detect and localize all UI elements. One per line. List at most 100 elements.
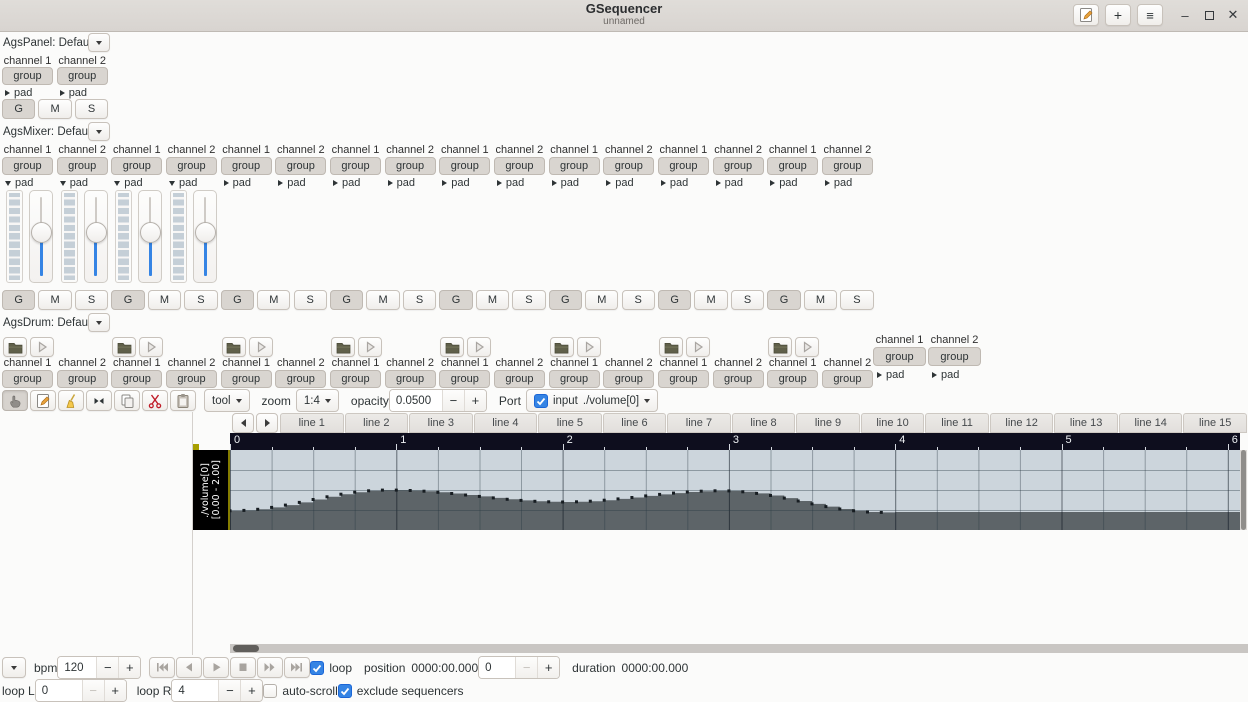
line-tab[interactable]: line 1: [280, 413, 344, 433]
loop-left-spinner-value[interactable]: 0: [35, 680, 82, 701]
group-toggle-g-button[interactable]: G: [2, 99, 36, 119]
mute-toggle-button[interactable]: M: [475, 290, 510, 310]
slider-handle[interactable]: [31, 222, 52, 243]
paste-tool-button[interactable]: [170, 390, 196, 411]
pad-expander[interactable]: pad: [333, 177, 360, 189]
opacity-spinner[interactable]: 0.0500− +: [388, 389, 487, 412]
group-toggle-g-button[interactable]: G: [330, 290, 364, 310]
solo-toggle-button[interactable]: S: [74, 99, 109, 119]
automation-edit-area[interactable]: [230, 450, 1240, 530]
close-button[interactable]: ✕: [1222, 4, 1244, 26]
solo-toggle-button[interactable]: S: [621, 290, 655, 310]
group-toggle-button[interactable]: group: [220, 157, 272, 175]
solo-toggle-button[interactable]: S: [840, 290, 874, 310]
line-tab[interactable]: line 6: [602, 413, 667, 433]
volume-slider[interactable]: [83, 190, 108, 283]
pad-expander[interactable]: pad: [606, 177, 634, 189]
menu-button[interactable]: ≡: [1137, 4, 1163, 26]
port-dropdown[interactable]: input ./volume[0]: [525, 389, 659, 412]
pad-expander[interactable]: pad: [5, 87, 32, 99]
mixer-machine-menu-button[interactable]: [88, 122, 110, 141]
horizontal-scrollbar-thumb[interactable]: [233, 645, 259, 652]
transport-menu-button[interactable]: [2, 657, 26, 678]
pad-expander[interactable]: pad: [59, 87, 87, 99]
open-audio-file-button[interactable]: [549, 337, 574, 357]
edit-tool-button[interactable]: [30, 390, 56, 411]
pad-expander[interactable]: pad: [877, 369, 904, 381]
mute-toggle-button[interactable]: M: [803, 290, 838, 310]
seek-forward-button[interactable]: [257, 657, 284, 678]
line-tab[interactable]: line 9: [796, 413, 860, 433]
bpm-spinner-plus-button[interactable]: +: [118, 657, 141, 678]
drum-machine-menu-button[interactable]: [88, 313, 110, 332]
port-input-checkbox[interactable]: [533, 393, 548, 408]
preview-play-button[interactable]: [358, 337, 382, 357]
maximize-button[interactable]: [1198, 4, 1220, 26]
group-toggle-g-button[interactable]: G: [767, 290, 801, 310]
solo-toggle-button[interactable]: S: [730, 290, 765, 310]
loop-left-spinner-plus-button[interactable]: +: [103, 680, 126, 701]
open-audio-file-button[interactable]: [3, 337, 27, 357]
opacity-spinner-minus-button[interactable]: −: [441, 390, 464, 411]
group-toggle-g-button[interactable]: G: [111, 290, 145, 310]
edit-button[interactable]: [1073, 4, 1099, 26]
preview-play-button[interactable]: [30, 337, 54, 357]
group-toggle-button[interactable]: group: [603, 370, 655, 388]
pad-expander[interactable]: pad: [660, 177, 688, 189]
group-toggle-button[interactable]: group: [330, 157, 381, 175]
group-toggle-button[interactable]: group: [657, 157, 709, 175]
group-toggle-button[interactable]: group: [439, 157, 491, 175]
pad-expander[interactable]: pad: [442, 177, 470, 189]
pad-expander[interactable]: pad: [5, 177, 33, 189]
loop-right-spinner-plus-button[interactable]: +: [240, 680, 263, 701]
mute-toggle-button[interactable]: M: [147, 290, 182, 310]
group-toggle-button[interactable]: group: [111, 157, 163, 175]
pad-expander[interactable]: pad: [932, 369, 959, 381]
group-toggle-button[interactable]: group: [166, 157, 217, 175]
mute-toggle-button[interactable]: M: [38, 290, 72, 310]
group-toggle-button[interactable]: group: [2, 67, 53, 85]
group-toggle-button[interactable]: group: [2, 157, 53, 175]
vertical-scrollbar[interactable]: [1240, 450, 1247, 530]
group-toggle-button[interactable]: group: [330, 370, 381, 388]
select-tool-button[interactable]: [86, 390, 112, 411]
line-tab[interactable]: line 4: [473, 413, 538, 433]
solo-toggle-button[interactable]: S: [74, 290, 109, 310]
slider-handle[interactable]: [195, 222, 216, 243]
group-toggle-button[interactable]: group: [384, 157, 436, 175]
autoscroll-checkbox[interactable]: [263, 683, 278, 698]
position-spinner-minus-button[interactable]: −: [515, 657, 538, 678]
add-button[interactable]: +: [1105, 4, 1131, 26]
loop-checkbox[interactable]: [310, 660, 325, 675]
group-toggle-button[interactable]: group: [2, 370, 53, 388]
group-toggle-button[interactable]: group: [767, 157, 819, 175]
group-toggle-button[interactable]: group: [220, 370, 272, 388]
pad-expander[interactable]: pad: [770, 177, 798, 189]
bpm-spinner-value[interactable]: 120: [58, 657, 97, 678]
panel-machine-menu-button[interactable]: [88, 33, 110, 52]
group-toggle-button[interactable]: group: [166, 370, 217, 388]
cut-tool-button[interactable]: [142, 390, 168, 411]
open-audio-file-button[interactable]: [112, 337, 137, 357]
group-toggle-button[interactable]: group: [275, 157, 327, 175]
pad-expander[interactable]: pad: [387, 177, 415, 189]
loop-left-spinner[interactable]: 0− +: [34, 679, 127, 702]
pad-expander[interactable]: pad: [496, 177, 524, 189]
stop-button[interactable]: [230, 657, 257, 678]
group-toggle-button[interactable]: group: [712, 370, 764, 388]
group-toggle-g-button[interactable]: G: [658, 290, 692, 310]
group-toggle-button[interactable]: group: [548, 157, 600, 175]
volume-slider[interactable]: [138, 190, 163, 283]
tabs-scroll-left-button[interactable]: [232, 413, 254, 433]
pad-expander[interactable]: pad: [59, 177, 88, 189]
opacity-spinner-value[interactable]: 0.0500: [389, 390, 442, 411]
line-tab[interactable]: line 2: [344, 413, 409, 433]
volume-slider[interactable]: [193, 190, 217, 283]
open-audio-file-button[interactable]: [440, 337, 465, 357]
group-toggle-g-button[interactable]: G: [439, 290, 473, 310]
line-tab[interactable]: line 11: [925, 413, 989, 433]
loop-right-spinner-value[interactable]: 4: [172, 680, 219, 701]
group-toggle-button[interactable]: group: [821, 370, 873, 388]
opacity-spinner-plus-button[interactable]: +: [463, 390, 486, 411]
group-toggle-button[interactable]: group: [767, 370, 819, 388]
